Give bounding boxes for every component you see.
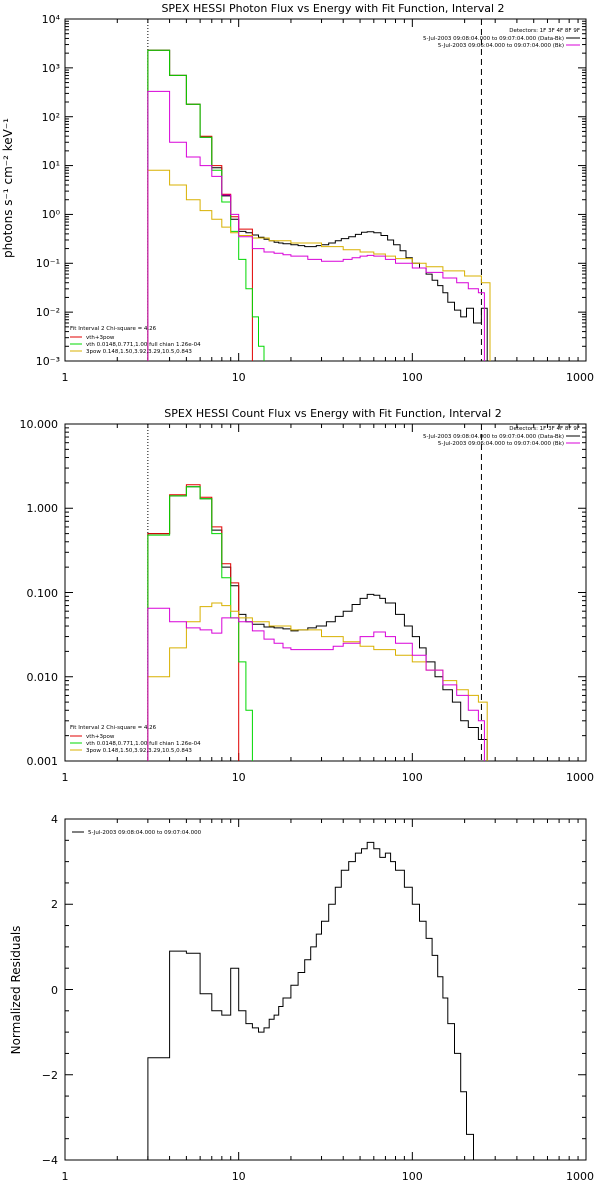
panel3-xtick-label: 1: [62, 1170, 69, 1183]
panel2-detectors-label: Detectors: 1F 3F 4F 8F 9F: [509, 426, 580, 432]
panel1-ylabel: photons s⁻¹ cm⁻² keV⁻¹: [1, 118, 15, 258]
panel2-title: SPEX HESSI Count Flux vs Energy with Fit…: [164, 407, 501, 420]
series-line-bk: [147, 607, 485, 761]
panel2-fit-item: vth 0.0148,0.771,1.00 full chian 1.26e-0…: [86, 741, 201, 747]
series-line-3pow: [147, 169, 491, 361]
panel1-fit-header: Fit Interval 2 Chi-square = 4.26: [70, 326, 157, 332]
series-line-bk: [147, 90, 485, 361]
panel2-xtick-label: 1: [62, 771, 69, 784]
panel1-legend-data: 5-Jul-2003 09:08:04.000 to 09:07:04.000 …: [423, 36, 564, 42]
panel1-fit-item: 3pow 0.148,1.50,3.92,3.29,10.5,0.843: [86, 349, 192, 355]
panel1-xtick-label: 100: [402, 371, 423, 384]
panel3-frame: [64, 818, 587, 1161]
panel2-xtick-label: 1000: [566, 771, 594, 784]
panel1-fit-item: vth+3pow: [86, 335, 115, 341]
panel2-xtick-label: 10: [232, 771, 246, 784]
panel2-frame: [64, 423, 587, 762]
panel3-ytick-label: −4: [42, 1154, 58, 1167]
panel2-xtick-label: 100: [402, 771, 423, 784]
panel2-ytick-label: 0.100: [27, 587, 59, 600]
panel1-ytick-label: 10³: [42, 62, 60, 75]
panel1-ticks: [64, 18, 586, 362]
panel1-y-tick-labels: 10⁻³ 10⁻² 10⁻¹ 10⁰ 10¹ 10² 10³ 10⁴: [36, 13, 61, 368]
panel2-legend-bk: 5-Jul-2003 09:06:04.000 to 09:07:04.000 …: [438, 441, 564, 447]
panel2-ytick-label: 10.000: [20, 418, 59, 431]
panel-residuals: Normalized Residuals −4 −2 0 2 4 1 10 10…: [9, 813, 594, 1183]
panel2-ticks: [64, 423, 586, 762]
series-line-data-bk: [147, 49, 488, 361]
panel2-series: [147, 424, 488, 761]
panel3-xtick-label: 100: [402, 1170, 423, 1183]
panel3-ytick-label: 2: [51, 898, 58, 911]
panel1-x-tick-labels: 1 10 100 1000: [62, 371, 595, 384]
panel1-ytick-label: 10⁻¹: [36, 257, 60, 270]
series-line-vth: [147, 49, 265, 361]
panel3-xtick-label: 10: [232, 1170, 246, 1183]
panel2-ytick-label: 1.000: [27, 502, 59, 515]
series-line-data-bk: [147, 486, 488, 761]
panel2-ytick-label: 0.010: [27, 671, 59, 684]
panel1-ytick-label: 10⁻²: [36, 306, 60, 319]
panel2-y-tick-labels: 0.001 0.010 0.100 1.000 10.000: [20, 418, 59, 768]
panel1-legend-bk: 5-Jul-2003 09:06:04.000 to 09:07:04.000 …: [438, 43, 564, 49]
panel2-data-legend: Detectors: 1F 3F 4F 8F 9F 5-Jul-2003 09:…: [423, 426, 580, 447]
series-line-vth-3pow: [147, 484, 240, 761]
panel1-ytick-label: 10⁴: [42, 13, 61, 26]
panel2-fit-item: 3pow 0.148,1.50,3.92,3.29,10.5,0.843: [86, 748, 192, 754]
panel1-xtick-label: 1: [62, 371, 69, 384]
panel1-series: [147, 19, 491, 361]
panel3-y-tick-labels: −4 −2 0 2 4: [42, 813, 58, 1167]
panel1-ytick-label: 10⁰: [42, 208, 61, 221]
panel1-title: SPEX HESSI Photon Flux vs Energy with Fi…: [161, 2, 504, 15]
panel3-legend: 5-Jul-2003 09:08:04.000 to 09:07:04.000: [72, 830, 202, 836]
panel3-ytick-label: 4: [51, 813, 58, 826]
panel3-legend-label: 5-Jul-2003 09:08:04.000 to 09:07:04.000: [88, 830, 202, 836]
panel1-ytick-label: 10²: [42, 111, 60, 124]
panel3-xtick-label: 1000: [566, 1170, 594, 1183]
panel1-fit-item: vth 0.0148,0.771,1.00 full chian 1.26e-0…: [86, 342, 201, 348]
panel3-ytick-label: 0: [51, 984, 58, 997]
panel3-x-tick-labels: 1 10 100 1000: [62, 1170, 595, 1183]
series-line-5-jul-2003-09-08-04-000-to-09-07-04-000: [147, 841, 482, 1161]
panel2-ytick-label: 0.001: [27, 755, 59, 768]
panel3-ytick-label: −2: [42, 1069, 58, 1082]
panel1-frame: [64, 18, 587, 362]
series-line-3pow: [147, 602, 488, 761]
panel1-fit-legend: Fit Interval 2 Chi-square = 4.26 vth+3po…: [70, 326, 201, 355]
panel2-fit-item: vth+3pow: [86, 734, 115, 740]
panel3-ylabel: Normalized Residuals: [9, 926, 23, 1055]
series-line-vth: [147, 486, 253, 761]
panel-count-flux: SPEX HESSI Count Flux vs Energy with Fit…: [20, 407, 595, 784]
panel2-x-tick-labels: 1 10 100 1000: [62, 771, 595, 784]
panel2-legend-data: 5-Jul-2003 09:08:04.000 to 09:07:04.000 …: [423, 434, 564, 440]
panel1-ytick-label: 10⁻³: [36, 355, 60, 368]
panel1-xtick-label: 10: [232, 371, 246, 384]
panel1-xtick-label: 1000: [566, 371, 594, 384]
panel1-ytick-label: 10¹: [42, 159, 60, 172]
panel2-fit-legend: Fit Interval 2 Chi-square = 4.26 vth+3po…: [70, 725, 201, 754]
panel1-detectors-label: Detectors: 1F 3F 4F 8F 9F: [509, 28, 580, 34]
panel1-data-legend: Detectors: 1F 3F 4F 8F 9F 5-Jul-2003 09:…: [423, 28, 580, 49]
panel2-fit-header: Fit Interval 2 Chi-square = 4.26: [70, 725, 157, 731]
panel-photon-flux: SPEX HESSI Photon Flux vs Energy with Fi…: [1, 2, 594, 384]
panel3-ticks: [64, 818, 586, 1161]
panel3-series: [147, 841, 482, 1161]
